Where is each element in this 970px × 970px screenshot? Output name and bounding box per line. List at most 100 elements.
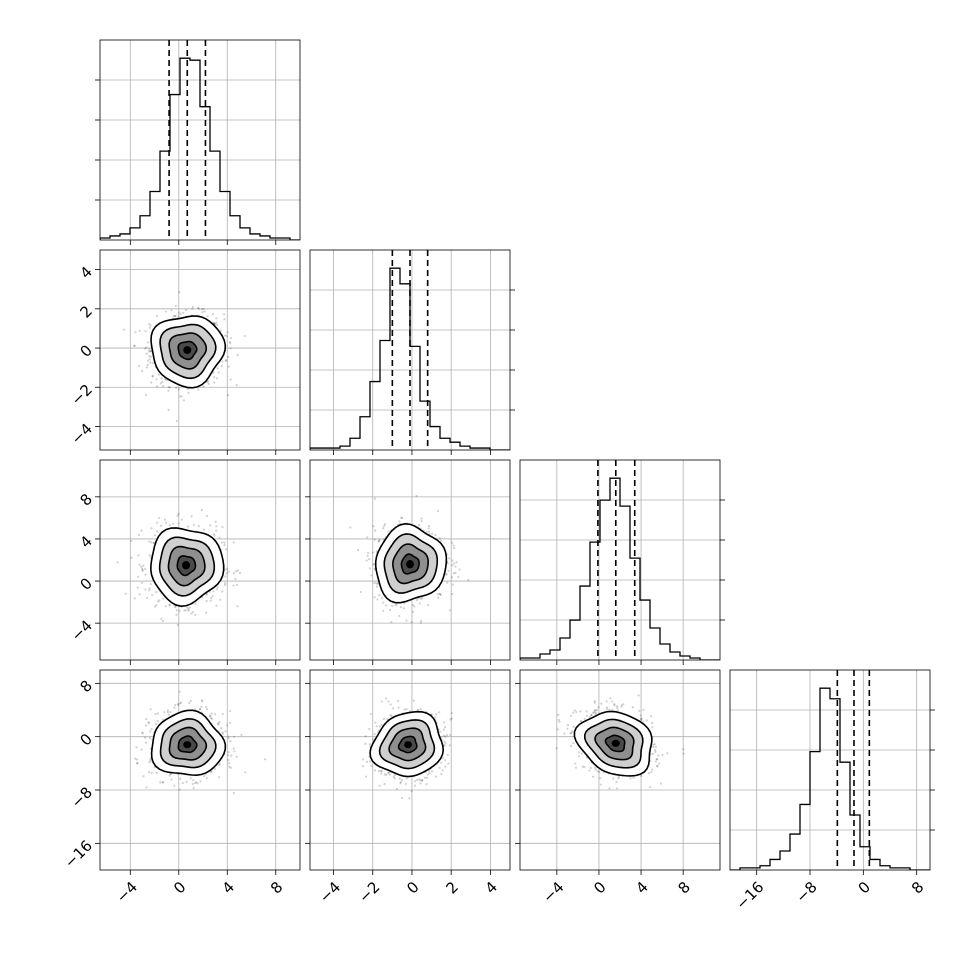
sample-point — [144, 741, 148, 744]
sample-point — [378, 725, 382, 728]
x-tick-label: 0 — [170, 878, 189, 897]
sample-point — [651, 726, 654, 729]
scatter-frame-0-3 — [99, 669, 301, 871]
sample-point — [154, 712, 157, 716]
sample-point — [168, 603, 171, 606]
sample-point — [428, 772, 431, 775]
y-tick-label: −4 — [68, 616, 96, 644]
sample-point — [185, 309, 188, 312]
sample-point — [452, 546, 456, 550]
sample-point — [146, 596, 149, 600]
sample-point — [232, 541, 235, 544]
sample-point — [420, 597, 423, 601]
sample-point — [229, 739, 232, 743]
sample-point — [654, 750, 657, 754]
sample-point — [165, 521, 168, 524]
sample-point — [234, 570, 238, 573]
sample-point — [213, 534, 216, 537]
contour-1-3-0 — [397, 735, 418, 754]
sample-point — [393, 777, 396, 780]
sample-point — [653, 743, 656, 746]
sample-point — [225, 724, 228, 727]
sample-point — [427, 525, 431, 528]
sample-point — [368, 567, 372, 570]
scatter-panel-0-2 — [99, 459, 301, 661]
sample-point — [184, 609, 187, 612]
sample-point — [383, 783, 386, 786]
sample-point — [205, 593, 208, 596]
sample-point — [173, 784, 176, 787]
sample-point — [654, 745, 657, 749]
sample-point — [240, 733, 243, 737]
sample-point — [187, 609, 190, 612]
sample-point — [220, 365, 223, 368]
contour-1-3-1 — [388, 727, 427, 762]
sample-point — [227, 365, 230, 368]
sample-point — [156, 712, 159, 715]
y-tick-label: −16 — [61, 837, 96, 872]
sample-point — [148, 587, 151, 590]
sample-point — [218, 763, 221, 767]
sample-point — [168, 386, 171, 389]
sample-point — [208, 715, 212, 718]
sample-point — [200, 700, 204, 703]
sample-point — [594, 768, 597, 771]
sample-point — [423, 776, 427, 779]
sample-point — [192, 524, 195, 527]
sample-point — [202, 307, 205, 311]
sample-point — [387, 771, 390, 774]
contour-0-2-1 — [167, 545, 206, 587]
contour-0-3-2 — [159, 718, 217, 769]
sample-point — [227, 762, 231, 765]
sample-point — [384, 697, 388, 700]
sample-point — [141, 732, 145, 735]
sample-point — [658, 762, 661, 765]
contour-2-3-3 — [573, 710, 653, 777]
sample-point — [447, 569, 450, 572]
sample-point — [145, 366, 149, 369]
sample-point — [592, 775, 595, 778]
sample-point — [164, 378, 168, 381]
sample-point — [659, 782, 663, 785]
sample-point — [173, 315, 177, 318]
sample-point — [133, 597, 136, 600]
y-tick-label: 0 — [77, 730, 96, 749]
sample-point — [380, 723, 383, 726]
sample-point — [398, 520, 401, 523]
sample-point — [130, 539, 133, 543]
sample-point — [418, 778, 421, 781]
sample-point — [235, 755, 238, 758]
sample-point — [569, 714, 573, 718]
y-tick-label: −8 — [68, 783, 96, 811]
sample-point — [570, 730, 574, 733]
sample-point — [439, 593, 442, 596]
sample-point — [167, 408, 170, 411]
sample-point — [375, 582, 378, 585]
y-tick-label: 4 — [77, 532, 96, 551]
sample-point — [149, 759, 152, 763]
sample-point — [157, 516, 161, 520]
hist-frame-3 — [729, 669, 931, 871]
sample-point — [243, 334, 246, 338]
sample-point — [373, 538, 376, 541]
sample-point — [116, 561, 119, 564]
sample-point — [440, 761, 443, 764]
sample-point — [155, 378, 158, 381]
hist-frame-1 — [309, 249, 511, 451]
sample-point — [148, 589, 151, 592]
sample-point — [232, 572, 235, 575]
sample-point — [149, 708, 152, 711]
sample-point — [186, 525, 190, 528]
sample-point — [387, 530, 390, 533]
sample-point — [186, 387, 189, 390]
sample-point — [145, 352, 148, 355]
contour-0-1-1 — [168, 332, 208, 370]
sample-point — [195, 781, 198, 784]
sample-point — [451, 583, 454, 586]
sample-point — [155, 604, 158, 607]
sample-point — [588, 769, 591, 772]
sample-point — [156, 600, 160, 603]
sample-point — [357, 549, 360, 552]
y-tick-label: 0 — [77, 574, 96, 593]
sample-point — [361, 758, 364, 761]
